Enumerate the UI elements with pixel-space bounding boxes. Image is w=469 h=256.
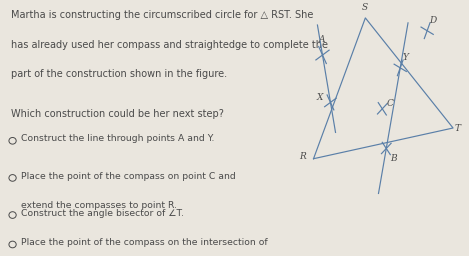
Text: part of the construction shown in the figure.: part of the construction shown in the fi… [11, 69, 227, 79]
Text: D: D [429, 16, 436, 25]
Text: Construct the line through points A and Y.: Construct the line through points A and … [21, 134, 214, 143]
Text: R: R [300, 152, 306, 161]
Text: Place the point of the compass on the intersection of: Place the point of the compass on the in… [21, 238, 267, 247]
Text: T: T [455, 124, 461, 133]
Text: extend the compasses to point R.: extend the compasses to point R. [21, 201, 177, 210]
Text: Martha is constructing the circumscribed circle for △ RST. She: Martha is constructing the circumscribed… [11, 10, 314, 20]
Text: X: X [317, 93, 323, 102]
Text: A: A [318, 35, 325, 44]
Text: C: C [386, 99, 393, 108]
Text: Construct the angle bisector of ∠T.: Construct the angle bisector of ∠T. [21, 209, 184, 218]
Text: Y: Y [402, 53, 408, 62]
Text: S: S [361, 3, 368, 12]
Text: B: B [390, 154, 397, 163]
Text: Place the point of the compass on point C and: Place the point of the compass on point … [21, 172, 236, 180]
Text: has already used her compass and straightedge to complete the: has already used her compass and straigh… [11, 40, 328, 50]
Text: Which construction could be her next step?: Which construction could be her next ste… [11, 109, 224, 119]
